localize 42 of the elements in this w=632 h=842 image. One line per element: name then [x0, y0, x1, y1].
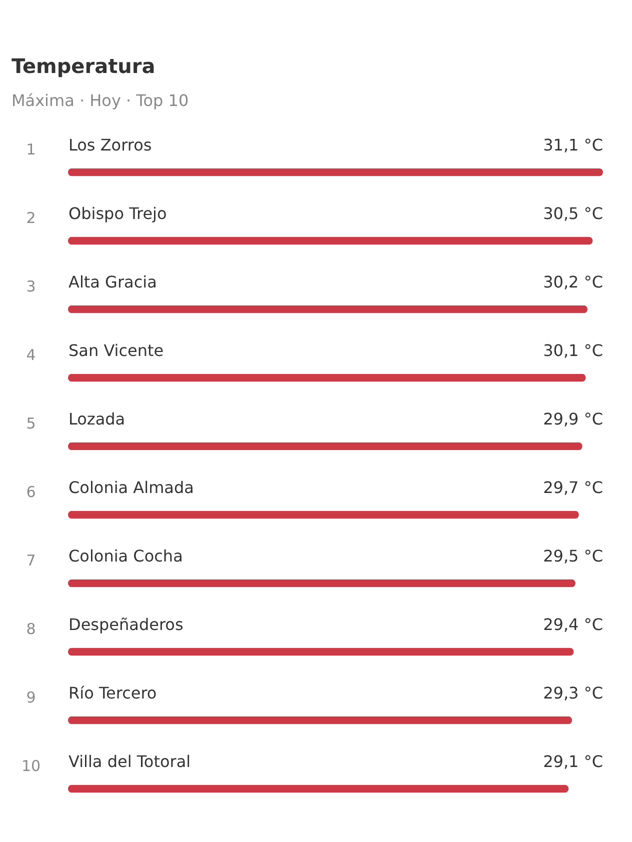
y-tick-label: San Vicente	[68, 340, 164, 360]
text: 10	[21, 756, 41, 775]
y-tick-label: Alta Gracia	[68, 272, 157, 292]
data-label: 30,2 °C	[543, 272, 603, 292]
data-label: 29,1 °C	[543, 752, 603, 771]
chart-title: Temperatura	[11, 54, 156, 78]
y-tick-label: Colonia Cocha	[68, 546, 183, 566]
data-label: 29,9 °C	[543, 409, 603, 428]
data-label: 30,1 °C	[543, 340, 603, 360]
text: 4	[26, 346, 36, 364]
bar	[68, 510, 579, 519]
bar	[68, 784, 569, 793]
data-label: 31,1 °C	[543, 135, 603, 154]
text: 2	[26, 208, 36, 227]
bar	[68, 236, 593, 245]
bar	[68, 168, 603, 176]
y-tick-label: Río Tercero	[68, 683, 157, 702]
data-label: 29,7 °C	[543, 478, 603, 497]
y-tick-label: Obispo Trejo	[68, 204, 167, 223]
text: 8	[26, 620, 36, 638]
bar	[68, 305, 588, 314]
text: 7	[26, 551, 36, 570]
text: 9	[26, 688, 36, 706]
text: 1	[26, 140, 36, 158]
y-tick-label: Lozada	[68, 409, 126, 428]
y-tick-label: Los Zorros	[68, 135, 152, 154]
data-label: 29,5 °C	[543, 546, 603, 566]
bar	[68, 374, 586, 382]
text: 6	[26, 482, 36, 501]
data-label: 29,4 °C	[543, 614, 603, 634]
text: 5	[26, 414, 36, 432]
bar	[68, 648, 574, 656]
data-label: 29,3 °C	[543, 683, 603, 702]
y-tick-label: Despeñaderos	[68, 614, 184, 634]
bar	[68, 579, 576, 588]
text: 3	[26, 277, 36, 296]
bar	[68, 716, 572, 724]
bar	[68, 442, 582, 450]
data-label: 30,5 °C	[543, 204, 603, 223]
chart-subtitle: Máxima · Hoy · Top 10	[11, 91, 189, 110]
y-tick-label: Villa del Totoral	[68, 752, 191, 771]
y-tick-label: Colonia Almada	[68, 478, 194, 497]
